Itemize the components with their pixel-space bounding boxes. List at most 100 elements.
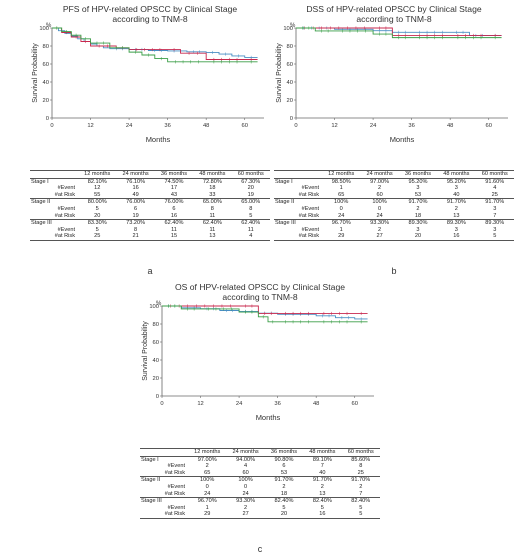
series-line-2	[162, 305, 368, 314]
row-label: Stage III	[140, 497, 188, 505]
table-cell: 7	[493, 212, 497, 219]
table-cell: 2	[282, 483, 286, 490]
table-header-cell: 12 months	[78, 170, 117, 179]
y-unit-label: %	[290, 23, 296, 29]
risk-table-pfs: 12 months 24 months 36 months 48 months 60 m…	[30, 170, 270, 241]
series-line-1	[52, 27, 258, 58]
table-row: #at Risk 24 24 18 13 7	[140, 491, 380, 498]
table-cell: 13	[209, 233, 216, 240]
table-cell: 91.70%	[475, 198, 514, 206]
table-cell: 60	[376, 191, 383, 198]
x-tick-label: 12	[197, 401, 203, 407]
table-header-cell: 12 months	[322, 170, 361, 179]
table-row: #at Risk 20 19 16 11 5	[30, 213, 270, 220]
table-header-cell: 36 months	[398, 170, 438, 179]
table-cell: 3	[454, 185, 458, 192]
table-cell: 6	[282, 463, 286, 470]
table-cell: 17	[170, 185, 178, 192]
table-row: Stage I 98.50% 97.00% 95.20% 95.20% 91.60%	[274, 177, 514, 186]
row-label: #at Risk	[164, 469, 185, 476]
table-cell: 1	[339, 226, 343, 233]
y-tick-label: 80	[43, 44, 49, 50]
table-cell: 2	[378, 226, 382, 233]
x-tick-label: 12	[331, 123, 337, 129]
x-tick-label: 36	[164, 123, 170, 129]
row-label: Stage II	[30, 198, 78, 206]
y-tick-label: 40	[43, 80, 49, 86]
row-label: #Event	[301, 226, 319, 233]
table-cell: 90.80%	[264, 455, 304, 464]
table-row: #at Risk 29 27 20 16 5	[274, 233, 514, 240]
x-axis-label: Months	[256, 413, 281, 422]
table-cell: 72.80%	[193, 177, 232, 186]
series-line-3	[296, 27, 502, 39]
table-cell: 24	[204, 490, 211, 497]
table-cell: 49	[132, 191, 139, 198]
row-label: Stage II	[274, 198, 322, 206]
table-cell: 97.00%	[360, 177, 399, 186]
x-tick-label: 24	[126, 123, 133, 129]
table-cell: 83.30%	[78, 219, 117, 227]
table-cell: 5	[95, 205, 99, 212]
table-cell: 4	[249, 233, 253, 240]
table-header-cell: 48 months	[193, 170, 232, 179]
table-cell: 0	[378, 205, 382, 212]
table-header-cell: 36 months	[264, 448, 304, 457]
table-cell: 8	[134, 226, 138, 233]
table-cell: 65.00%	[231, 198, 270, 206]
table-cell: 3	[416, 185, 420, 192]
km-chart-dss: 0 20 40 60 80 100 0 12 24 36 48 60% Survival Probabi…	[276, 23, 508, 144]
table-cell: 65.00%	[193, 198, 232, 206]
table-row: #at Risk 24 24 18 13 7	[274, 213, 514, 220]
table-cell: 5	[95, 226, 99, 233]
table-header-cell: 12 months	[188, 448, 227, 457]
table-row: #at Risk 65 60 53 40 25	[140, 470, 380, 477]
table-cell: 18	[209, 185, 216, 192]
table-header-row: 12 months 24 months 36 months 48 months 60 m…	[30, 170, 270, 179]
table-header-cell: 24 months	[116, 170, 155, 179]
risk-table-os: 12 months 24 months 36 months 48 months 60 m…	[140, 448, 380, 519]
table-cell: 5	[282, 504, 286, 511]
table-cell: 82.10%	[78, 177, 117, 186]
chart-title: OS of HPV-related OPSCC by Clinical Stag…	[174, 282, 346, 302]
table-cell: 16	[170, 212, 178, 219]
table-cell: 1	[205, 504, 209, 511]
table-cell: 2	[454, 205, 458, 212]
table-header-row: 12 months 24 months 36 months 48 months 60 m…	[140, 448, 380, 457]
table-cell: 80.00%	[78, 198, 117, 206]
chart-title: PFS of HPV-related OPSCC by Clinical Sta…	[62, 4, 238, 24]
y-tick-label: 100	[149, 304, 159, 310]
row-label: #at Risk	[54, 233, 75, 240]
table-row: Stage I 82.10% 76.10% 74.50% 72.80% 67.30%	[30, 177, 270, 186]
table-cell: 85.60%	[341, 455, 380, 464]
table-cell: 93.30%	[226, 497, 265, 505]
table-row: #Event 2 4 6 7 8	[140, 463, 380, 470]
x-tick-label: 36	[408, 123, 414, 129]
table-cell: 13	[319, 490, 326, 497]
table-row: Stage III 83.30% 73.20% 62.40% 62.40% 62.40%	[30, 219, 270, 227]
table-cell: 100%	[226, 476, 265, 484]
table-cell: 60	[242, 469, 249, 476]
table-cell: 6	[172, 205, 176, 212]
row-label: Stage I	[274, 177, 322, 186]
table-cell: 5	[249, 212, 253, 219]
y-tick-label: 80	[153, 322, 159, 328]
y-unit-label: %	[156, 301, 162, 307]
table-cell: 91.70%	[398, 198, 438, 206]
table-cell: 1	[339, 185, 343, 192]
y-tick-label: 100	[39, 26, 49, 32]
table-cell: 5	[493, 233, 497, 240]
row-label: #Event	[301, 205, 319, 212]
table-cell: 8	[249, 205, 253, 212]
table-cell: 65	[204, 469, 211, 476]
y-unit-label: %	[46, 23, 52, 29]
table-cell: 67.30%	[231, 177, 270, 186]
table-cell: 33	[209, 191, 216, 198]
table-row: #Event 5 8 11 11 11	[30, 227, 270, 234]
table-cell: 96.70%	[188, 497, 227, 505]
panel-label: c	[257, 544, 263, 554]
x-tick-label: 0	[50, 123, 53, 129]
table-cell: 18	[414, 212, 422, 219]
table-cell: 65	[338, 191, 345, 198]
table-cell: 19	[247, 191, 254, 198]
